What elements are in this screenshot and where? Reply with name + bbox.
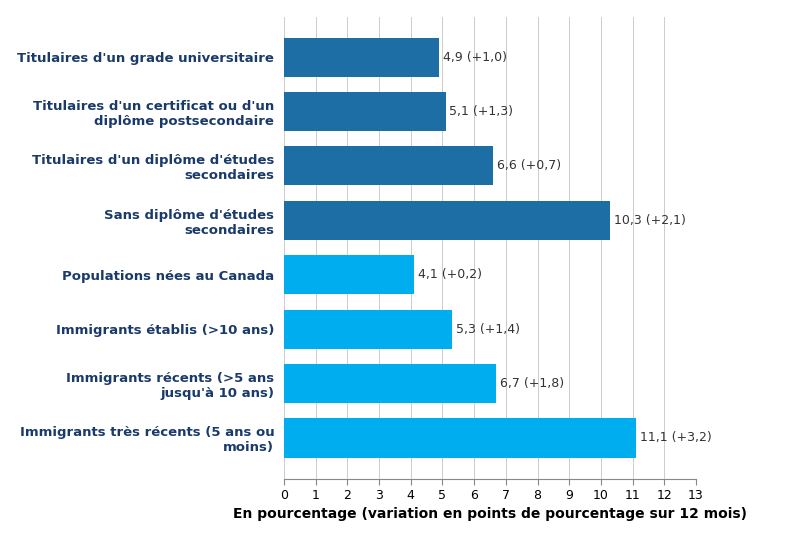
Text: 10,3 (+2,1): 10,3 (+2,1) — [614, 214, 686, 227]
Bar — [284, 92, 446, 131]
Text: 5,3 (+1,4): 5,3 (+1,4) — [456, 323, 520, 336]
Bar — [284, 419, 636, 458]
Text: 6,6 (+0,7): 6,6 (+0,7) — [497, 160, 561, 172]
Bar — [284, 37, 439, 76]
Bar — [284, 364, 496, 403]
Text: 5,1 (+1,3): 5,1 (+1,3) — [450, 105, 514, 118]
Text: 11,1 (+3,2): 11,1 (+3,2) — [639, 431, 711, 444]
Bar — [284, 310, 452, 349]
Text: 6,7 (+1,8): 6,7 (+1,8) — [500, 377, 564, 390]
Text: 4,9 (+1,0): 4,9 (+1,0) — [443, 51, 507, 64]
X-axis label: En pourcentage (variation en points de pourcentage sur 12 mois): En pourcentage (variation en points de p… — [233, 508, 747, 521]
Bar — [284, 146, 493, 185]
Text: 4,1 (+0,2): 4,1 (+0,2) — [418, 268, 482, 281]
Bar — [284, 255, 414, 294]
Bar — [284, 201, 610, 240]
